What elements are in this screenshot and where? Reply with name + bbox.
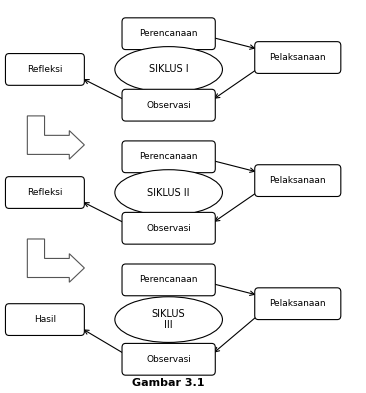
- Text: Observasi: Observasi: [146, 224, 191, 233]
- Text: SIKLUS I: SIKLUS I: [149, 64, 188, 74]
- FancyBboxPatch shape: [122, 343, 215, 375]
- Text: Refleksi: Refleksi: [27, 188, 63, 197]
- Text: SIKLUS II: SIKLUS II: [147, 187, 190, 198]
- Ellipse shape: [115, 170, 223, 215]
- Ellipse shape: [115, 47, 223, 92]
- Text: Observasi: Observasi: [146, 355, 191, 364]
- Text: Gambar 3.1: Gambar 3.1: [132, 378, 205, 388]
- Text: Pelaksanaan: Pelaksanaan: [269, 176, 326, 185]
- Ellipse shape: [115, 297, 223, 342]
- FancyBboxPatch shape: [122, 212, 215, 244]
- FancyBboxPatch shape: [122, 264, 215, 296]
- FancyBboxPatch shape: [255, 42, 341, 73]
- Text: Perencanaan: Perencanaan: [139, 152, 198, 161]
- Polygon shape: [27, 116, 84, 159]
- FancyBboxPatch shape: [255, 165, 341, 196]
- FancyBboxPatch shape: [255, 288, 341, 320]
- Text: Refleksi: Refleksi: [27, 65, 63, 74]
- FancyBboxPatch shape: [122, 89, 215, 121]
- FancyBboxPatch shape: [122, 141, 215, 173]
- FancyBboxPatch shape: [5, 53, 84, 85]
- FancyBboxPatch shape: [5, 176, 84, 208]
- FancyBboxPatch shape: [122, 18, 215, 50]
- Text: SIKLUS
III: SIKLUS III: [152, 309, 186, 331]
- Text: Observasi: Observasi: [146, 101, 191, 110]
- Text: Pelaksanaan: Pelaksanaan: [269, 299, 326, 308]
- FancyBboxPatch shape: [5, 304, 84, 336]
- Text: Perencanaan: Perencanaan: [139, 275, 198, 285]
- Polygon shape: [27, 239, 84, 282]
- Text: Pelaksanaan: Pelaksanaan: [269, 53, 326, 62]
- Text: Hasil: Hasil: [34, 315, 56, 324]
- Text: Perencanaan: Perencanaan: [139, 29, 198, 38]
